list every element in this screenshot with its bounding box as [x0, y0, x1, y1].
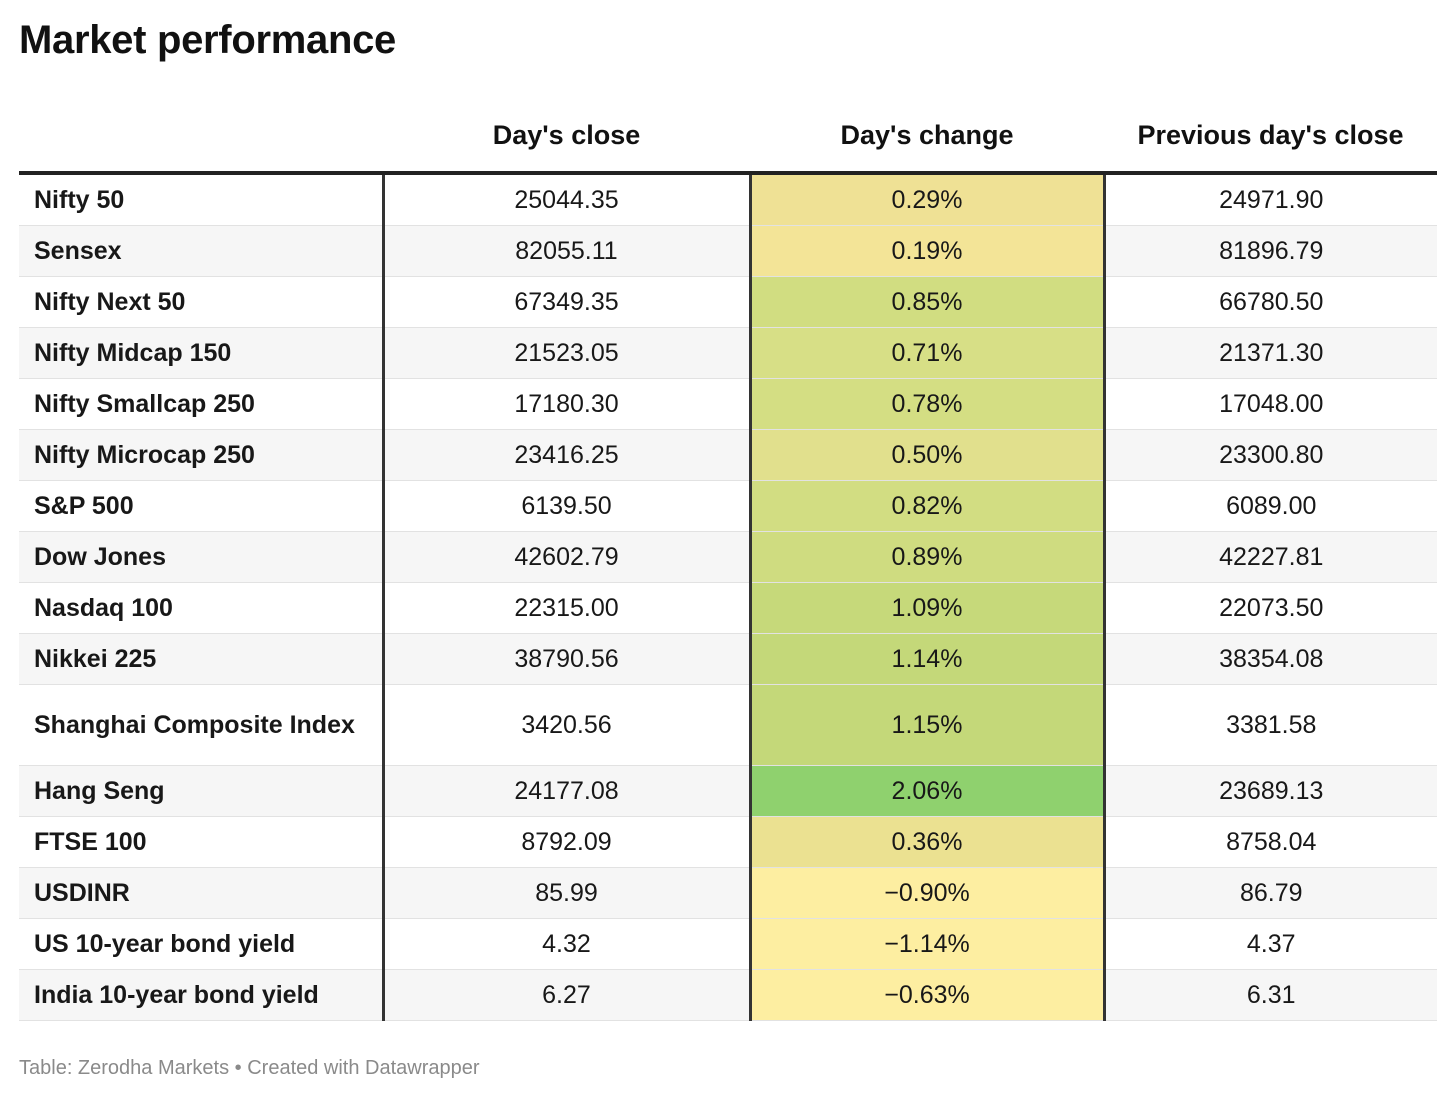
table-row: Nikkei 225 38790.56 1.14% 38354.08 [19, 633, 1437, 685]
row-days-change: 0.50% [750, 429, 1106, 481]
row-days-change: 0.36% [750, 816, 1106, 868]
row-days-close: 23416.25 [383, 429, 752, 481]
row-days-change: 0.29% [750, 173, 1106, 226]
row-days-change: 0.19% [750, 225, 1106, 277]
row-name: FTSE 100 [19, 816, 385, 868]
row-name: S&P 500 [19, 480, 385, 532]
row-name: Dow Jones [19, 531, 385, 583]
table-row: Dow Jones 42602.79 0.89% 42227.81 [19, 531, 1437, 583]
row-name: Nikkei 225 [19, 633, 385, 685]
table-row: Shanghai Composite Index 3420.56 1.15% 3381… [19, 684, 1437, 766]
row-previous-close: 3381.58 [1104, 684, 1437, 766]
table-row: Nifty Midcap 150 21523.05 0.71% 21371.30 [19, 327, 1437, 379]
header-days-change: Day's change [750, 100, 1104, 175]
row-previous-close: 17048.00 [1104, 378, 1437, 430]
row-name: Nasdaq 100 [19, 582, 385, 634]
table-row: Nifty 50 25044.35 0.29% 24971.90 [19, 173, 1437, 226]
row-days-close: 25044.35 [383, 173, 752, 226]
row-previous-close: 23689.13 [1104, 765, 1437, 817]
row-days-change: −0.90% [750, 867, 1106, 919]
source-footer: Table: Zerodha Markets • Created with Da… [19, 1057, 480, 1079]
row-previous-close: 6.31 [1104, 969, 1437, 1021]
row-previous-close: 21371.30 [1104, 327, 1437, 379]
table-body: Nifty 50 25044.35 0.29% 24971.90 Sensex 82055… [19, 173, 1437, 1021]
row-days-close: 3420.56 [383, 684, 752, 766]
row-previous-close: 22073.50 [1104, 582, 1437, 634]
row-name: USDINR [19, 867, 385, 919]
row-days-close: 22315.00 [383, 582, 752, 634]
row-days-close: 67349.35 [383, 276, 752, 328]
table-row: Nifty Smallcap 250 17180.30 0.78% 17048.00 [19, 378, 1437, 430]
row-previous-close: 38354.08 [1104, 633, 1437, 685]
row-days-change: 0.85% [750, 276, 1106, 328]
row-name: Nifty Next 50 [19, 276, 385, 328]
header-days-close: Day's close [383, 100, 750, 175]
row-days-close: 24177.08 [383, 765, 752, 817]
table-row: USDINR 85.99 −0.90% 86.79 [19, 867, 1437, 919]
table-row: FTSE 100 8792.09 0.36% 8758.04 [19, 816, 1437, 868]
table-row: India 10-year bond yield 6.27 −0.63% 6.31 [19, 969, 1437, 1021]
row-name: US 10-year bond yield [19, 918, 385, 970]
row-days-change: 2.06% [750, 765, 1106, 817]
row-days-close: 6.27 [383, 969, 752, 1021]
row-days-close: 21523.05 [383, 327, 752, 379]
table-row: S&P 500 6139.50 0.82% 6089.00 [19, 480, 1437, 532]
row-name: Shanghai Composite Index [19, 684, 385, 766]
row-days-close: 85.99 [383, 867, 752, 919]
table-row: US 10-year bond yield 4.32 −1.14% 4.37 [19, 918, 1437, 970]
row-days-close: 6139.50 [383, 480, 752, 532]
row-days-change: 0.71% [750, 327, 1106, 379]
row-previous-close: 86.79 [1104, 867, 1437, 919]
row-name: Nifty Microcap 250 [19, 429, 385, 481]
row-days-close: 4.32 [383, 918, 752, 970]
table-row: Sensex 82055.11 0.19% 81896.79 [19, 225, 1437, 277]
row-days-close: 82055.11 [383, 225, 752, 277]
header-previous-close: Previous day's close [1104, 100, 1437, 175]
row-days-change: 0.89% [750, 531, 1106, 583]
row-days-change: −0.63% [750, 969, 1106, 1021]
row-previous-close: 24971.90 [1104, 173, 1437, 226]
row-name: Hang Seng [19, 765, 385, 817]
row-days-close: 42602.79 [383, 531, 752, 583]
table-header: Day's close Day's change Previous day's … [19, 100, 1437, 175]
table-row: Hang Seng 24177.08 2.06% 23689.13 [19, 765, 1437, 817]
row-previous-close: 81896.79 [1104, 225, 1437, 277]
row-days-change: 1.15% [750, 684, 1106, 766]
row-name: Nifty 50 [19, 173, 385, 226]
table-row: Nifty Next 50 67349.35 0.85% 66780.50 [19, 276, 1437, 328]
row-days-close: 8792.09 [383, 816, 752, 868]
table-row: Nasdaq 100 22315.00 1.09% 22073.50 [19, 582, 1437, 634]
header-name [19, 100, 383, 175]
row-days-change: 0.78% [750, 378, 1106, 430]
row-days-close: 38790.56 [383, 633, 752, 685]
row-name: India 10-year bond yield [19, 969, 385, 1021]
row-previous-close: 66780.50 [1104, 276, 1437, 328]
table-row: Nifty Microcap 250 23416.25 0.50% 23300.80 [19, 429, 1437, 481]
row-days-change: 0.82% [750, 480, 1106, 532]
row-name: Sensex [19, 225, 385, 277]
row-previous-close: 42227.81 [1104, 531, 1437, 583]
row-days-change: 1.09% [750, 582, 1106, 634]
row-previous-close: 4.37 [1104, 918, 1437, 970]
row-previous-close: 8758.04 [1104, 816, 1437, 868]
header-row: Day's close Day's change Previous day's … [19, 100, 1437, 175]
row-name: Nifty Midcap 150 [19, 327, 385, 379]
table-title: Market performance [19, 18, 396, 62]
row-previous-close: 23300.80 [1104, 429, 1437, 481]
row-name: Nifty Smallcap 250 [19, 378, 385, 430]
row-days-change: −1.14% [750, 918, 1106, 970]
row-days-change: 1.14% [750, 633, 1106, 685]
row-previous-close: 6089.00 [1104, 480, 1437, 532]
market-table: Day's close Day's change Previous day's … [19, 100, 1437, 1021]
row-days-close: 17180.30 [383, 378, 752, 430]
